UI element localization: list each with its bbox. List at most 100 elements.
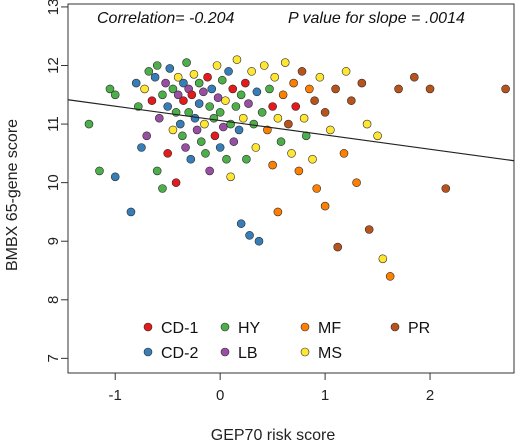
data-point <box>194 78 204 88</box>
data-point <box>217 75 227 85</box>
data-point <box>147 96 157 105</box>
legend-swatch <box>220 322 230 332</box>
data-point <box>251 143 261 152</box>
data-point <box>299 113 309 123</box>
data-point <box>221 96 230 105</box>
data-point <box>137 143 146 152</box>
legend-swatch <box>220 347 230 357</box>
legend-label: PR <box>408 320 430 337</box>
data-point <box>247 67 256 76</box>
data-point <box>158 90 167 100</box>
data-point <box>158 184 167 193</box>
data-point <box>265 84 274 94</box>
data-point <box>241 78 250 88</box>
data-point <box>110 90 120 100</box>
data-point <box>310 96 319 105</box>
data-point <box>394 84 403 94</box>
y-tick-label: 7 <box>45 354 62 362</box>
data-point <box>287 149 296 158</box>
data-point <box>210 131 220 141</box>
data-point <box>154 113 164 123</box>
data-point <box>501 84 510 94</box>
data-point <box>190 113 200 123</box>
regression-line <box>67 99 515 162</box>
data-point <box>297 67 307 76</box>
legend-swatch <box>300 322 310 332</box>
y-tick-label: 13 <box>45 0 62 15</box>
data-point <box>161 78 170 88</box>
data-point <box>378 254 388 264</box>
data-point <box>263 125 272 135</box>
data-point <box>207 84 217 94</box>
data-point <box>236 90 246 100</box>
data-point <box>252 87 262 97</box>
data-point <box>242 154 251 164</box>
data-point <box>205 102 214 111</box>
data-point <box>276 137 286 146</box>
data-point <box>131 78 141 88</box>
data-point <box>173 72 183 82</box>
data-point <box>213 93 223 103</box>
data-point <box>410 72 419 82</box>
data-point <box>254 236 264 246</box>
x-tick-label: 0 <box>216 387 224 404</box>
points-layer <box>84 55 510 281</box>
data-point <box>199 87 208 97</box>
data-point <box>209 113 219 123</box>
data-point <box>312 184 322 193</box>
y-tick-label: 11 <box>45 116 62 132</box>
y-tick-label: 10 <box>45 174 62 191</box>
data-point <box>110 172 120 182</box>
legend-label: CD-2 <box>161 345 198 362</box>
x-axis: -1 0 1 2 <box>109 373 434 404</box>
data-point <box>385 272 395 281</box>
legend-swatch <box>390 322 400 332</box>
data-point <box>320 108 330 117</box>
data-point <box>373 131 382 141</box>
data-point <box>144 67 154 76</box>
data-point <box>140 84 149 94</box>
legend-swatch <box>300 347 310 357</box>
data-point <box>425 84 435 94</box>
data-point <box>178 131 187 141</box>
x-tick-label: -1 <box>109 387 122 404</box>
legend-swatch <box>143 347 153 357</box>
data-point <box>194 99 204 108</box>
data-point <box>189 69 199 79</box>
data-point <box>305 84 314 94</box>
data-point <box>142 131 152 141</box>
y-axis-label: BMBX 65-gene score <box>4 119 21 271</box>
x-tick-label: 2 <box>426 387 434 404</box>
data-point <box>152 61 162 70</box>
data-point <box>268 160 277 170</box>
data-point <box>179 96 188 105</box>
data-point <box>273 207 283 217</box>
data-point <box>222 154 231 164</box>
data-point <box>362 119 372 129</box>
legend-label: MF <box>318 320 341 337</box>
data-point <box>308 154 317 164</box>
data-point <box>205 166 214 176</box>
legend-label: HY <box>238 320 261 337</box>
data-point <box>234 125 244 135</box>
x-tick-label: 1 <box>321 387 329 404</box>
data-point <box>224 67 233 76</box>
data-point <box>352 178 361 187</box>
y-tick-label: 12 <box>45 57 62 74</box>
data-point <box>278 90 288 100</box>
data-point <box>212 61 222 70</box>
y-tick-label: 8 <box>45 296 62 304</box>
plot-area <box>67 3 515 374</box>
data-point <box>270 72 280 82</box>
data-point <box>187 90 197 100</box>
data-point <box>268 102 277 111</box>
data-point <box>320 201 330 211</box>
legend-label: CD-1 <box>161 320 198 337</box>
data-point <box>257 108 267 117</box>
data-point <box>95 166 104 176</box>
legend-label: LB <box>238 345 258 362</box>
data-point <box>357 78 367 88</box>
data-point <box>201 149 210 158</box>
data-point <box>315 72 325 82</box>
